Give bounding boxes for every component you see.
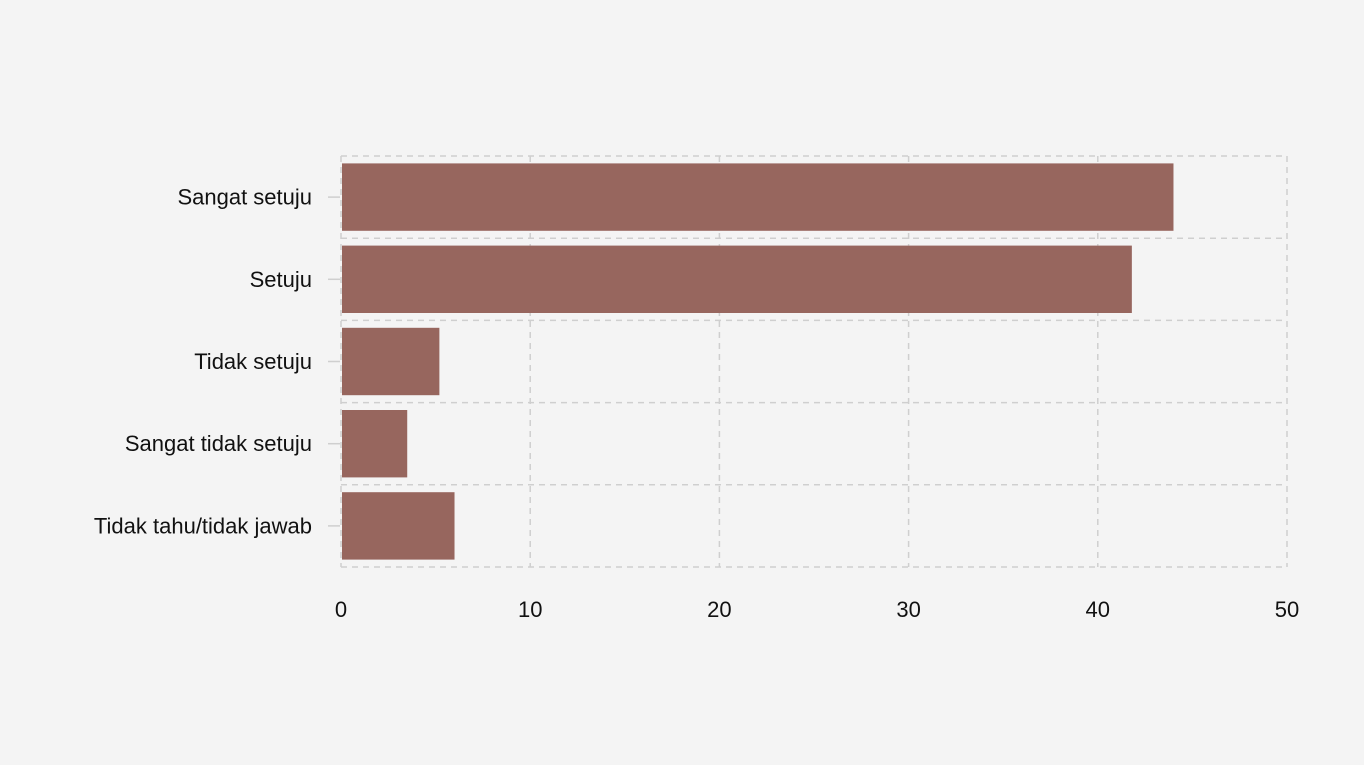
bar-setuju — [342, 245, 1132, 314]
x-tick-label: 0 — [335, 597, 347, 622]
category-label: Sangat tidak setuju — [125, 431, 312, 456]
bar-tidak-setuju — [342, 327, 440, 396]
bar-sangat-tidak-setuju — [342, 409, 408, 478]
bars — [342, 163, 1174, 560]
x-tick-label: 40 — [1086, 597, 1110, 622]
bar-sangat-setuju — [342, 163, 1174, 231]
x-tick-label: 10 — [518, 597, 542, 622]
x-tick-label: 20 — [707, 597, 731, 622]
category-label: Setuju — [250, 267, 312, 292]
x-axis-ticks: 0 10 20 30 40 50 — [335, 597, 1299, 622]
category-label: Tidak setuju — [194, 349, 312, 374]
category-label: Tidak tahu/tidak jawab — [94, 513, 312, 538]
category-label: Sangat setuju — [177, 185, 312, 210]
bar-tidak-tahu-tidak-jawab — [342, 492, 455, 560]
category-labels: Sangat setuju Setuju Tidak setuju Sangat ti… — [94, 185, 340, 538]
x-tick-label: 50 — [1275, 597, 1299, 622]
x-tick-label: 30 — [896, 597, 920, 622]
